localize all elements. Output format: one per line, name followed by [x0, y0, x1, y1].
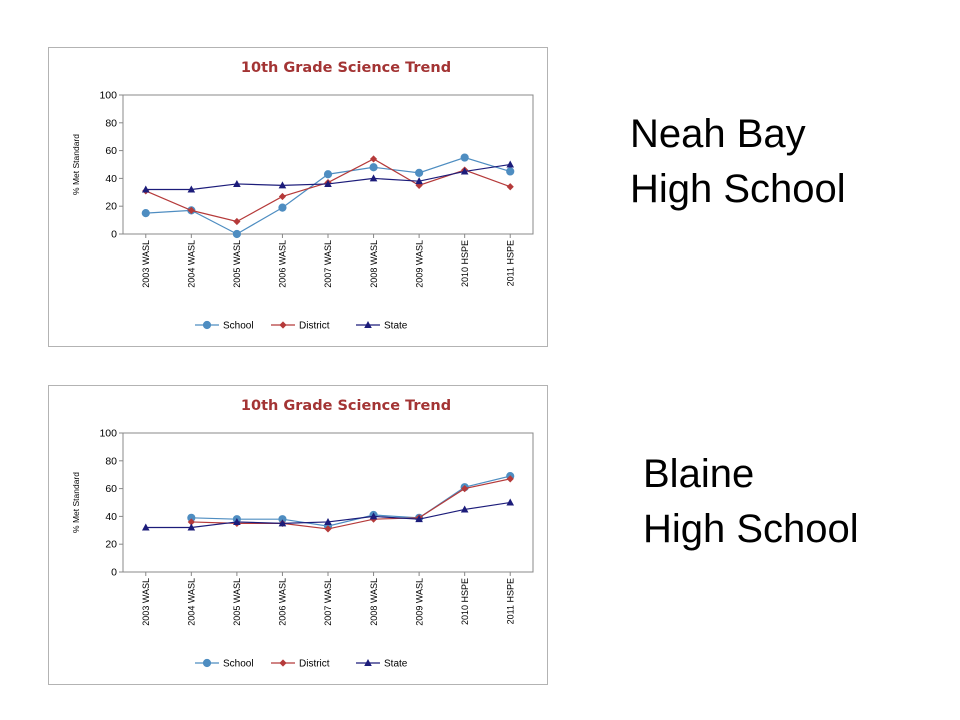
point-state — [460, 505, 469, 513]
x-tick-label: 2011 HSPE — [505, 240, 515, 286]
point-district — [415, 181, 423, 189]
legend-marker-school — [202, 320, 212, 330]
x-tick-label: 2003 WASL — [141, 240, 151, 288]
point-state — [324, 179, 332, 187]
x-tick-label: 2008 WASL — [369, 578, 379, 626]
school-name-line2: High School — [643, 507, 859, 551]
point-state — [460, 167, 469, 175]
point-state — [506, 498, 515, 506]
point-state — [324, 517, 332, 525]
x-tick-label: 2006 WASL — [278, 240, 288, 288]
point-state — [141, 185, 150, 193]
legend-marker-school — [202, 658, 212, 668]
x-tick-label: 2010 HSPE — [460, 240, 470, 287]
x-tick-label: 2009 WASL — [414, 578, 424, 626]
legend-marker-state — [364, 659, 372, 666]
point-state — [187, 523, 196, 531]
legend-label-state: State — [384, 659, 408, 670]
x-tick-label: 2004 WASL — [187, 240, 197, 288]
point-district — [369, 155, 378, 163]
point-state — [506, 160, 515, 168]
point-school — [232, 229, 241, 239]
y-tick-label: 100 — [99, 428, 117, 440]
y-tick-label: 60 — [105, 483, 117, 495]
school-label-blaine: Blaine High School — [643, 447, 859, 557]
y-tick-label: 40 — [105, 173, 117, 185]
x-tick-label: 2005 WASL — [232, 240, 242, 288]
x-tick-label: 2005 WASL — [232, 578, 242, 626]
y-axis-title: % Met Standard — [71, 472, 81, 533]
legend-marker-district — [279, 659, 287, 667]
point-district — [506, 183, 514, 191]
point-school — [506, 167, 515, 176]
x-tick-label: 2003 WASL — [141, 578, 151, 626]
point-school — [415, 168, 424, 177]
series-line-school — [191, 475, 511, 527]
x-tick-label: 2011 HSPE — [505, 578, 515, 624]
point-state — [415, 515, 423, 523]
point-state — [141, 523, 150, 531]
y-tick-label: 20 — [105, 539, 117, 551]
point-district — [233, 217, 241, 226]
x-tick-label: 2007 WASL — [323, 578, 333, 626]
legend-label-school: School — [223, 321, 254, 332]
point-school — [460, 153, 469, 162]
y-tick-label: 40 — [105, 511, 117, 523]
series-line-school — [145, 156, 511, 235]
school-name-line1: Neah Bay — [630, 112, 806, 156]
x-tick-label: 2008 WASL — [369, 240, 379, 288]
legend-label-district: District — [299, 321, 330, 332]
legend-label-state: State — [384, 321, 408, 332]
chart-panel-neah-bay: 10th Grade Science Trend 0 20 40 60 80 100 % Me… — [48, 47, 548, 347]
point-district — [278, 192, 287, 201]
point-state — [278, 519, 287, 527]
school-label-neah-bay: Neah Bay High School — [630, 107, 846, 217]
legend-marker-district — [279, 321, 287, 329]
school-name-line2: High School — [630, 167, 846, 211]
x-tick-label: 2009 WASL — [414, 240, 424, 288]
y-tick-label: 80 — [105, 455, 117, 467]
plot-area — [122, 94, 534, 235]
point-state — [233, 179, 241, 187]
legend-marker-state — [364, 321, 372, 328]
legend-label-district: District — [299, 659, 330, 670]
y-tick-label: 100 — [99, 90, 117, 102]
x-tick-label: 2007 WASL — [323, 240, 333, 288]
point-state — [278, 181, 287, 189]
y-axis-title: % Met Standard — [71, 134, 81, 195]
series-line-district — [191, 478, 511, 530]
point-district — [506, 475, 514, 483]
point-school — [369, 163, 378, 172]
chart-svg: 10th Grade Science Trend 0 20 40 60 80 100 % Me… — [71, 60, 534, 332]
x-tick-label: 2004 WASL — [187, 578, 197, 626]
point-state — [369, 174, 378, 182]
chart-title: 10th Grade Science Trend — [241, 60, 451, 76]
point-state — [415, 177, 423, 185]
point-state — [233, 517, 241, 525]
chart-title: 10th Grade Science Trend — [241, 398, 451, 414]
point-state — [187, 185, 196, 193]
point-state — [369, 512, 378, 520]
point-school — [323, 170, 333, 179]
y-tick-label: 0 — [111, 229, 117, 241]
school-name-line1: Blaine — [643, 452, 755, 496]
y-tick-label: 20 — [105, 201, 117, 213]
series-line-district — [145, 158, 511, 223]
point-district — [187, 206, 195, 214]
chart-panel-blaine: 10th Grade Science Trend 0 20 40 60 80 100 % Me… — [48, 385, 548, 685]
point-school — [278, 203, 287, 212]
point-school — [141, 209, 150, 218]
x-tick-label: 2010 HSPE — [460, 578, 470, 625]
x-tick-label: 2006 WASL — [278, 578, 288, 626]
plot-area — [122, 432, 534, 573]
chart-svg: 10th Grade Science Trend 0 20 40 60 80 100 % Me… — [71, 398, 534, 670]
legend-label-school: School — [223, 659, 254, 670]
y-tick-label: 0 — [111, 567, 117, 579]
y-tick-label: 80 — [105, 117, 117, 129]
y-tick-label: 60 — [105, 145, 117, 157]
